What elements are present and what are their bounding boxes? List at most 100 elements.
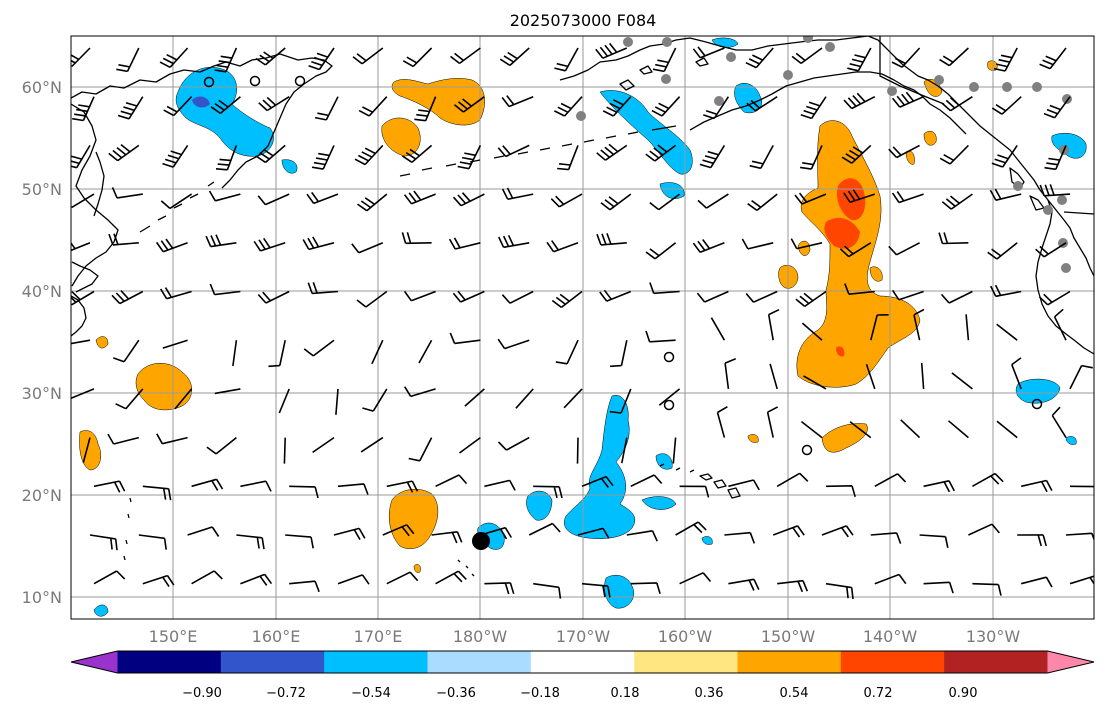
wind-barb — [913, 308, 925, 341]
wind-barb — [71, 290, 95, 306]
wind-barb — [210, 96, 241, 115]
lon-label: 150°W — [761, 627, 816, 646]
wind-barb — [142, 574, 175, 588]
wind-barb — [800, 96, 827, 120]
wind-barb — [533, 582, 562, 599]
negative-area — [701, 536, 713, 545]
wind-barb — [418, 339, 433, 364]
wind-barb — [401, 232, 432, 245]
wind-barb — [874, 473, 907, 488]
wind-barb — [801, 420, 823, 439]
wind-barb — [801, 322, 823, 341]
wind-barb — [431, 531, 463, 544]
wind-barb — [843, 92, 876, 110]
wind-barb — [351, 242, 384, 254]
wind-barb — [257, 193, 290, 206]
wind-barb — [996, 420, 1018, 439]
wind-barb — [82, 437, 91, 463]
wind-barb — [1017, 534, 1047, 547]
colorbar-segment — [117, 651, 222, 673]
wind-barb — [595, 42, 628, 59]
wind-barb — [93, 570, 126, 585]
positive-area — [797, 240, 811, 256]
wind-barb — [464, 388, 485, 407]
open-circle-marker — [294, 75, 306, 87]
colorbar-tick-label: −0.18 — [520, 686, 560, 701]
station-marker — [934, 75, 944, 85]
wind-barb — [403, 190, 436, 205]
colorbar-segment — [634, 651, 738, 673]
wind-barb — [989, 188, 1022, 201]
wind-barb — [414, 96, 437, 122]
wind-barb — [972, 582, 1002, 596]
wind-barb — [645, 144, 677, 162]
wind-barb — [825, 582, 854, 600]
colorbar-segment — [427, 651, 532, 673]
colorbar-tick-label: 0.54 — [780, 686, 809, 701]
wind-barb — [699, 144, 726, 169]
station-marker — [623, 37, 633, 47]
wind-barb — [923, 581, 954, 594]
wind-barb — [703, 96, 730, 120]
wind-barb — [371, 339, 384, 365]
wind-barb — [550, 193, 583, 208]
colorbar-extend-high — [1047, 651, 1094, 673]
positive-core — [836, 346, 845, 357]
wind-barb — [993, 47, 1018, 72]
wind-barb — [214, 388, 241, 395]
coastline-marshall — [457, 559, 475, 577]
colorbar-segment — [944, 651, 1048, 673]
wind-barb — [528, 522, 561, 536]
wind-barb — [991, 144, 1018, 168]
wind-barb — [941, 193, 973, 210]
wind-barb — [352, 47, 384, 65]
wind-barb — [484, 479, 516, 491]
wind-barb — [306, 191, 339, 205]
wind-barb — [289, 485, 319, 499]
wind-barb — [162, 339, 188, 349]
station-marker — [1043, 205, 1053, 215]
wind-barb — [891, 47, 921, 68]
station-marker — [1062, 94, 1072, 104]
colorbar-segment — [220, 651, 325, 673]
wind-barb — [791, 47, 823, 65]
wind-barb — [71, 193, 95, 209]
wind-barb — [382, 524, 415, 537]
station-marker — [726, 52, 736, 62]
wind-barb — [358, 96, 388, 117]
wind-barb — [497, 234, 530, 249]
station-marker — [1032, 82, 1042, 92]
wind-barb — [776, 472, 809, 487]
coastline-alaska-south — [689, 71, 967, 135]
wind-barb — [600, 193, 632, 211]
wind-barb — [972, 472, 1004, 487]
wind-barb — [745, 290, 778, 303]
wind-barb — [1069, 575, 1094, 586]
wind-barb — [72, 96, 95, 122]
station-marker — [825, 42, 835, 52]
wind-barb — [453, 96, 485, 113]
wind-barb — [596, 233, 627, 246]
wind-barb — [790, 238, 823, 250]
wind-barb — [1039, 47, 1067, 70]
coastline-canada — [1063, 219, 1094, 277]
wind-barb — [307, 282, 339, 295]
wind-barb — [772, 525, 805, 538]
wind-barb — [289, 580, 320, 593]
wind-barb — [1069, 364, 1093, 390]
positive-area — [869, 266, 883, 282]
negative-area — [175, 66, 274, 157]
wind-barb — [675, 521, 707, 536]
latitude-labels: 60°N 50°N 40°N 30°N 20°N 10°N — [22, 78, 62, 607]
wind-barb — [888, 144, 920, 159]
map-frame — [70, 35, 1095, 620]
lat-label: 10°N — [22, 588, 62, 607]
wind-barb — [360, 436, 384, 453]
wind-barb — [777, 579, 809, 593]
wind-barb — [555, 339, 579, 365]
colorbar-tick-label: −0.72 — [266, 686, 306, 701]
wind-barb — [160, 193, 193, 210]
wind-barb — [236, 534, 265, 550]
wind-barb — [240, 573, 273, 586]
